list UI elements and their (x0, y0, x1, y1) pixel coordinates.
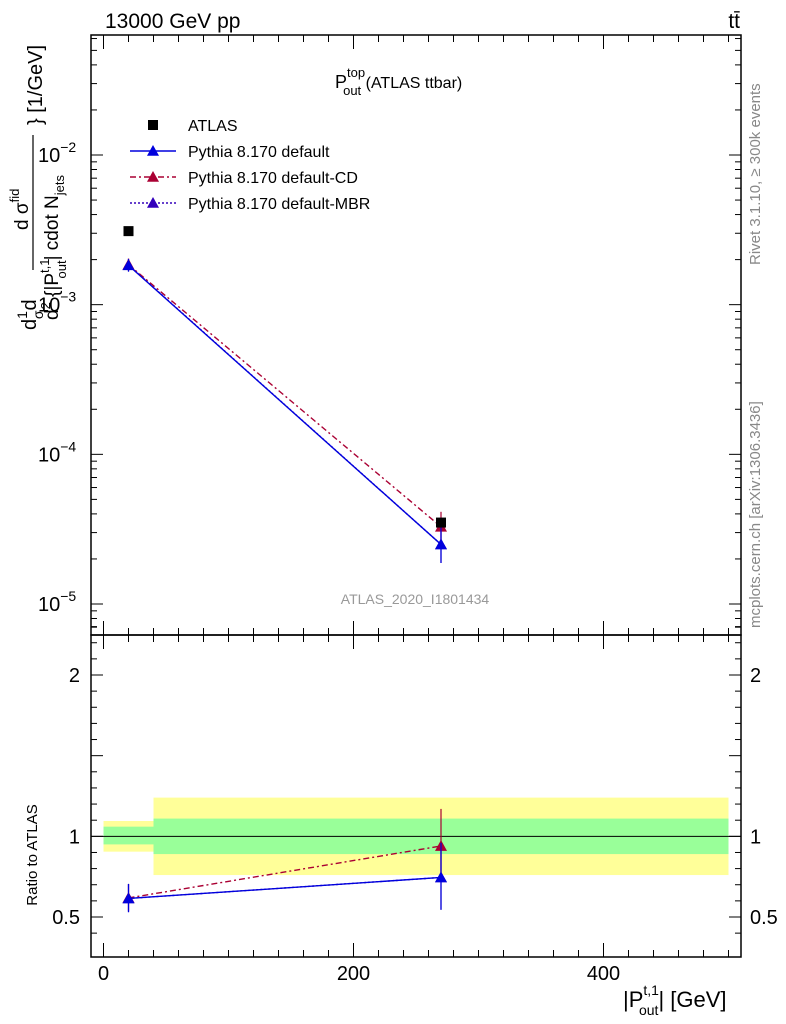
ratio-stat-band-0 (103, 826, 154, 845)
chart-marks: 10−2 10−3 10−4 10−5 0 200 400 0.5 0.5 1 1 2 2 ATLAS Py… (38, 34, 778, 985)
x-tick-label: 0 (98, 963, 109, 985)
ratio-y-tick-label: 0.5 (52, 907, 80, 929)
main-y-tick-label: 10−2 (38, 139, 76, 167)
main-point (122, 259, 135, 271)
mcplots-label: mcplots.cern.ch [arXiv:1306.3436] (747, 401, 764, 628)
svg-text:} [1/GeV]: } [1/GeV] (25, 45, 47, 125)
ratio-y-tick-label-right: 0.5 (750, 907, 778, 929)
svg-text:d1σd: d1σd (14, 299, 46, 330)
legend-marker (147, 197, 159, 208)
main-series-line (128, 264, 442, 528)
atlas-data-point (436, 517, 446, 528)
main-y-axis-label: d1σd d σfid d2 {|Pt,1 out| cdot Njets } [… (7, 45, 69, 330)
legend-marker (147, 145, 159, 156)
ratio-point (435, 871, 447, 883)
legend-marker (147, 171, 159, 182)
ratio-frame (90, 634, 742, 958)
x-axis-label: |Pt,1 out| [GeV] (623, 982, 727, 1018)
ratio-y-tick-label-right: 2 (750, 665, 761, 687)
legend-entry-label: ATLAS (188, 118, 238, 135)
main-y-tick-label: 10−4 (38, 438, 76, 466)
x-tick-label: 400 (587, 963, 620, 985)
ratio-y-axis-label: Ratio to ATLAS (24, 804, 41, 905)
main-point (435, 538, 447, 550)
atlas-data-point (123, 226, 134, 237)
main-series-line (128, 264, 442, 545)
ratio-y-tick-label: 1 (69, 826, 80, 848)
plot-title: Ptop out (ATLAS ttbar) (335, 65, 462, 98)
beam-label: 13000 GeV pp (105, 10, 240, 33)
ratio-series-line (128, 876, 442, 900)
process-label: tt̄ (728, 10, 740, 33)
svg-text:d σfid: d σfid (7, 189, 33, 230)
ratio-series-line (128, 845, 442, 899)
ratio-point (122, 892, 135, 904)
legend-entry-label: Pythia 8.170 default (188, 144, 330, 161)
ratio-y-tick-label-right: 1 (750, 826, 761, 848)
legend-entry-label: Pythia 8.170 default-CD (188, 170, 358, 187)
legend-entry-label: Pythia 8.170 default-MBR (188, 196, 370, 213)
analysis-label: ATLAS_2020_I1801434 (341, 591, 490, 607)
legend-marker-atlas (148, 120, 158, 130)
x-tick-label: 200 (337, 963, 370, 985)
main-y-tick-label: 10−5 (38, 588, 76, 616)
main-y-tick-label: 10−3 (38, 289, 76, 317)
ratio-y-tick-label: 2 (69, 665, 80, 687)
rivet-label: Rivet 3.1.10, ≥ 300k events (747, 83, 764, 265)
